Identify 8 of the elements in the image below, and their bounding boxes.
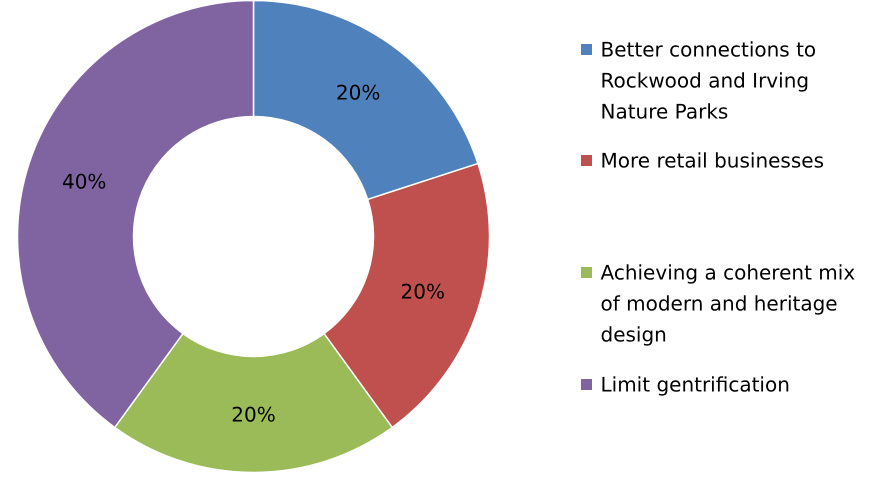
legend-label: More retail businesses: [600, 148, 824, 172]
data-label: 20%: [231, 402, 276, 426]
data-label: 20%: [400, 280, 446, 304]
legend-label: Better connections to Rockwood and Irving Nature Parks: [600, 38, 816, 124]
data-label: 20%: [336, 80, 380, 104]
data-label: 40%: [62, 169, 106, 194]
legend-label: Limit gentrification: [600, 372, 790, 396]
legend-label: Achieving a coherent mix of modern and heritage design: [600, 260, 856, 346]
